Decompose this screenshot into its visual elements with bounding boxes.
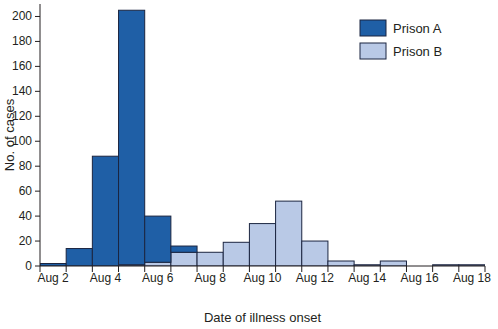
bar bbox=[171, 246, 197, 252]
y-tick-label: 80 bbox=[19, 159, 33, 173]
x-tick-label: Aug 4 bbox=[85, 272, 125, 285]
y-tick bbox=[35, 191, 40, 192]
y-tick bbox=[35, 16, 40, 17]
x-tick-label: Aug 12 bbox=[295, 272, 335, 285]
y-tick bbox=[35, 216, 40, 217]
x-tick-label: Aug 6 bbox=[138, 272, 178, 285]
y-tick bbox=[35, 141, 40, 142]
x-tick-label: Aug 18 bbox=[452, 272, 492, 285]
y-tick-label: 40 bbox=[19, 209, 33, 223]
bar bbox=[302, 241, 328, 266]
y-tick bbox=[35, 266, 40, 267]
bar bbox=[380, 261, 406, 266]
bars bbox=[40, 10, 485, 266]
y-tick-label: 160 bbox=[12, 59, 32, 73]
legend-swatch bbox=[360, 43, 386, 59]
y-tick bbox=[35, 41, 40, 42]
y-tick-label: 200 bbox=[12, 9, 32, 23]
legend-label: Prison B bbox=[393, 44, 442, 59]
x-axis-label: Date of illness onset bbox=[204, 310, 321, 325]
legend-swatch bbox=[360, 20, 386, 36]
x-tick-label: Aug 14 bbox=[347, 272, 387, 285]
y-tick bbox=[35, 91, 40, 92]
x-tick-label: Aug 8 bbox=[190, 272, 230, 285]
y-tick bbox=[35, 116, 40, 117]
y-tick bbox=[35, 166, 40, 167]
y-tick bbox=[35, 66, 40, 67]
bar bbox=[92, 156, 118, 266]
bar bbox=[66, 249, 92, 266]
bar bbox=[223, 242, 249, 266]
x-tick-label: Aug 10 bbox=[243, 272, 283, 285]
bar bbox=[119, 10, 145, 265]
y-tick-label: 20 bbox=[19, 234, 33, 248]
y-axis bbox=[40, 4, 41, 266]
bar bbox=[328, 261, 354, 266]
bar bbox=[145, 262, 171, 266]
bar bbox=[249, 224, 275, 266]
y-axis-label: No. of cases bbox=[2, 98, 17, 171]
bar bbox=[145, 216, 171, 262]
bar bbox=[197, 252, 223, 266]
y-tick-label: 180 bbox=[12, 34, 32, 48]
bar bbox=[276, 201, 302, 266]
y-tick bbox=[35, 241, 40, 242]
x-tick-label: Aug 2 bbox=[33, 272, 73, 285]
y-tick-label: 0 bbox=[25, 259, 32, 273]
legend-label: Prison A bbox=[393, 21, 442, 36]
bar bbox=[171, 252, 197, 266]
x-tick-label: Aug 16 bbox=[400, 272, 440, 285]
x-axis bbox=[40, 266, 485, 267]
y-tick-label: 60 bbox=[19, 184, 33, 198]
y-tick-label: 140 bbox=[12, 84, 32, 98]
